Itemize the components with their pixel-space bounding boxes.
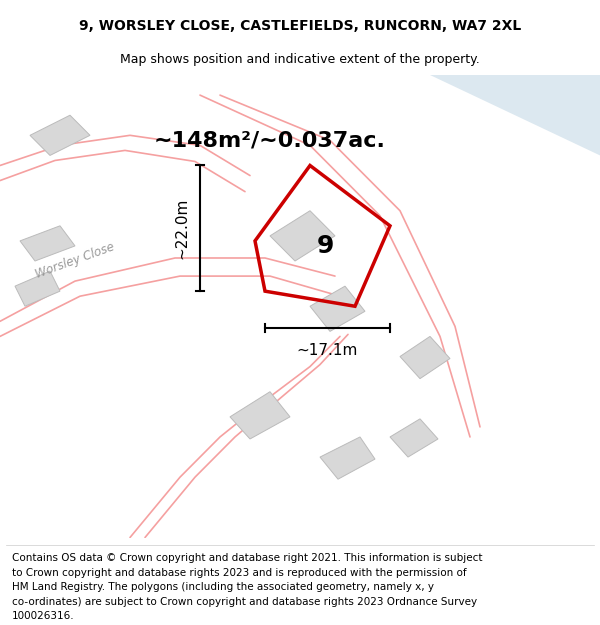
Polygon shape xyxy=(390,419,438,457)
Text: Worsley Close: Worsley Close xyxy=(34,241,116,281)
Polygon shape xyxy=(20,226,75,261)
Polygon shape xyxy=(320,437,375,479)
Text: 100026316.: 100026316. xyxy=(12,611,74,621)
Text: co-ordinates) are subject to Crown copyright and database rights 2023 Ordnance S: co-ordinates) are subject to Crown copyr… xyxy=(12,596,477,606)
Text: Map shows position and indicative extent of the property.: Map shows position and indicative extent… xyxy=(120,54,480,66)
Polygon shape xyxy=(30,115,90,156)
Text: to Crown copyright and database rights 2023 and is reproduced with the permissio: to Crown copyright and database rights 2… xyxy=(12,568,467,578)
Text: 9, WORSLEY CLOSE, CASTLEFIELDS, RUNCORN, WA7 2XL: 9, WORSLEY CLOSE, CASTLEFIELDS, RUNCORN,… xyxy=(79,19,521,33)
Text: ~17.1m: ~17.1m xyxy=(297,343,358,358)
Polygon shape xyxy=(270,211,335,261)
Text: ~22.0m: ~22.0m xyxy=(175,198,190,259)
Text: Contains OS data © Crown copyright and database right 2021. This information is : Contains OS data © Crown copyright and d… xyxy=(12,553,482,563)
Text: 9: 9 xyxy=(316,234,334,258)
Polygon shape xyxy=(430,75,600,156)
Polygon shape xyxy=(15,271,60,306)
Polygon shape xyxy=(310,286,365,331)
Text: ~148m²/~0.037ac.: ~148m²/~0.037ac. xyxy=(154,131,386,151)
Polygon shape xyxy=(230,392,290,439)
Polygon shape xyxy=(400,336,450,379)
Text: HM Land Registry. The polygons (including the associated geometry, namely x, y: HM Land Registry. The polygons (includin… xyxy=(12,582,434,592)
